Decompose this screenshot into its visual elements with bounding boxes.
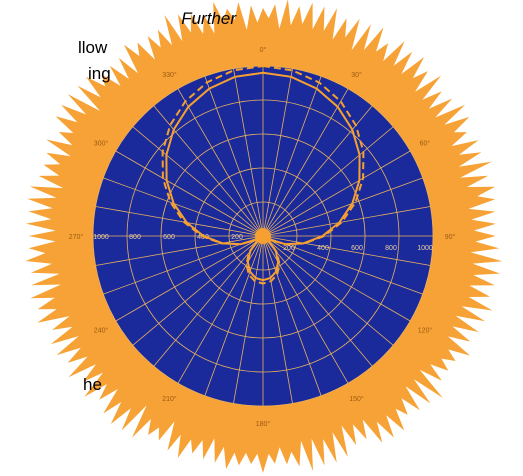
angle-tick-label: 180°	[256, 420, 271, 428]
spoke	[262, 76, 322, 237]
grid-circle	[194, 167, 332, 305]
spoke	[233, 235, 264, 404]
spoke	[262, 235, 423, 295]
angle-tick-label: 0°	[260, 46, 267, 54]
polar-line	[165, 71, 361, 282]
center-hub	[255, 228, 271, 244]
angle-tick-label: 210°	[162, 395, 177, 403]
spoke	[153, 235, 264, 367]
angle-tick-label: 150°	[349, 395, 364, 403]
angle-tick-label: 60°	[420, 140, 431, 148]
grid-circle	[160, 133, 366, 339]
spoke	[262, 88, 349, 237]
grid-circle	[126, 99, 400, 373]
spoke	[262, 235, 411, 322]
text-fragment: llow	[78, 38, 108, 57]
text-fragment: Further	[181, 9, 237, 28]
spoke	[262, 68, 293, 237]
spoke	[132, 235, 264, 346]
text-fragment: he	[83, 375, 102, 394]
spoke	[262, 235, 293, 404]
spoke	[262, 150, 411, 237]
angle-tick-label: 240°	[94, 327, 109, 335]
r-tick-label: 1000	[93, 234, 109, 241]
spoke	[262, 235, 431, 266]
r-tick-label: 400	[317, 245, 329, 252]
spoke	[262, 105, 373, 237]
r-tick-label: 800	[385, 245, 397, 252]
spoke	[262, 177, 423, 237]
spoke	[204, 76, 264, 237]
spoke	[95, 206, 264, 237]
spoke	[132, 126, 264, 237]
angle-tick-label: 120°	[418, 327, 433, 335]
spoke	[262, 235, 394, 346]
r-tick-label: 800	[129, 234, 141, 241]
spoke	[262, 206, 431, 237]
spokes	[93, 66, 433, 406]
angle-tick-label: 330°	[162, 71, 177, 79]
text-fragment: ing	[88, 64, 111, 83]
spoke	[262, 126, 394, 237]
polar-line	[161, 64, 365, 285]
spoke	[204, 235, 264, 396]
spoke	[262, 235, 373, 367]
spoke	[115, 150, 264, 237]
r-tick-label: 600	[351, 245, 363, 252]
r-tick-label: 600	[163, 234, 175, 241]
spoke	[177, 88, 264, 237]
r-tick-label: 200	[283, 245, 295, 252]
r-tick-label: 200	[231, 234, 243, 241]
spoke	[95, 235, 264, 266]
angle-tick-label: 90°	[445, 233, 456, 241]
grid-circle	[228, 201, 298, 271]
angle-tick-label: 270°	[69, 233, 84, 241]
r-tick-label: 1000	[417, 245, 433, 252]
spoke	[103, 177, 264, 237]
angle-tick-label: 300°	[94, 140, 109, 148]
spoke	[103, 235, 264, 295]
spoke	[233, 68, 264, 237]
spoke	[262, 235, 322, 396]
angle-tick-label: 30°	[351, 71, 362, 79]
spoke	[115, 235, 264, 322]
spoke	[153, 105, 264, 237]
